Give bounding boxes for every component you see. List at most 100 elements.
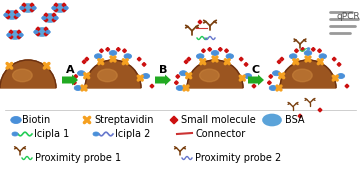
Polygon shape <box>9 30 13 34</box>
Polygon shape <box>62 3 66 7</box>
Polygon shape <box>198 20 202 24</box>
FancyArrow shape <box>248 74 264 85</box>
Polygon shape <box>17 35 21 39</box>
Ellipse shape <box>42 16 46 19</box>
Text: A: A <box>66 65 74 75</box>
Polygon shape <box>73 81 76 84</box>
Polygon shape <box>137 57 141 61</box>
Polygon shape <box>252 84 256 88</box>
Ellipse shape <box>11 116 21 123</box>
Ellipse shape <box>19 33 23 36</box>
Ellipse shape <box>12 132 18 136</box>
Polygon shape <box>201 49 205 53</box>
Polygon shape <box>22 3 26 7</box>
Ellipse shape <box>196 54 204 59</box>
Polygon shape <box>6 10 10 14</box>
Ellipse shape <box>263 115 281 125</box>
Polygon shape <box>301 47 305 51</box>
Polygon shape <box>17 30 21 34</box>
Polygon shape <box>106 47 110 51</box>
Ellipse shape <box>46 30 50 33</box>
Ellipse shape <box>307 48 310 50</box>
Polygon shape <box>184 60 188 64</box>
Polygon shape <box>280 57 284 61</box>
Polygon shape <box>74 75 78 78</box>
Ellipse shape <box>95 54 102 59</box>
Text: Streptavidin: Streptavidin <box>94 115 153 125</box>
Wedge shape <box>280 60 336 88</box>
Ellipse shape <box>35 28 49 36</box>
Ellipse shape <box>7 33 11 36</box>
Ellipse shape <box>32 6 36 9</box>
Polygon shape <box>318 108 322 112</box>
Polygon shape <box>208 47 212 51</box>
FancyArrow shape <box>155 74 171 85</box>
Ellipse shape <box>54 16 58 19</box>
Polygon shape <box>85 57 89 61</box>
Polygon shape <box>244 63 248 66</box>
Ellipse shape <box>78 71 85 76</box>
Ellipse shape <box>244 74 252 78</box>
Polygon shape <box>52 13 56 17</box>
Polygon shape <box>36 27 40 31</box>
Polygon shape <box>14 15 18 19</box>
Polygon shape <box>225 49 229 53</box>
Ellipse shape <box>226 54 234 59</box>
Ellipse shape <box>16 13 20 16</box>
Polygon shape <box>54 8 58 12</box>
Ellipse shape <box>93 132 99 136</box>
Polygon shape <box>337 63 341 66</box>
Polygon shape <box>62 8 66 12</box>
Polygon shape <box>123 49 126 53</box>
Ellipse shape <box>337 74 345 78</box>
Ellipse shape <box>5 11 19 19</box>
Ellipse shape <box>211 50 219 56</box>
Text: Proximity probe 2: Proximity probe 2 <box>195 153 281 163</box>
Ellipse shape <box>273 71 280 76</box>
Text: C: C <box>252 65 260 75</box>
Ellipse shape <box>74 85 82 91</box>
Polygon shape <box>6 15 10 19</box>
Ellipse shape <box>21 4 35 12</box>
Polygon shape <box>176 75 180 78</box>
Polygon shape <box>22 8 26 12</box>
Polygon shape <box>100 49 103 53</box>
Text: Proximity probe 1: Proximity probe 1 <box>35 153 121 163</box>
Polygon shape <box>277 60 281 64</box>
Ellipse shape <box>142 74 150 78</box>
Text: B: B <box>159 65 167 75</box>
Ellipse shape <box>293 69 312 82</box>
Polygon shape <box>36 32 40 36</box>
Ellipse shape <box>13 69 32 82</box>
Polygon shape <box>312 47 315 51</box>
Ellipse shape <box>176 85 184 91</box>
Ellipse shape <box>43 14 57 22</box>
FancyArrow shape <box>62 74 78 85</box>
Polygon shape <box>187 57 191 61</box>
Text: Biotin: Biotin <box>22 115 50 125</box>
Polygon shape <box>82 60 86 64</box>
Ellipse shape <box>4 13 8 16</box>
Polygon shape <box>298 114 302 118</box>
Polygon shape <box>52 18 56 22</box>
Polygon shape <box>30 3 34 7</box>
Polygon shape <box>295 49 298 53</box>
Polygon shape <box>269 75 273 78</box>
Ellipse shape <box>53 4 67 12</box>
Polygon shape <box>30 8 34 12</box>
Text: Icipla 1: Icipla 1 <box>34 129 69 139</box>
Polygon shape <box>54 3 58 7</box>
Ellipse shape <box>304 50 312 56</box>
Text: Connector: Connector <box>195 129 245 139</box>
Text: Small molecule: Small molecule <box>181 115 256 125</box>
Polygon shape <box>150 84 154 88</box>
Text: Icipla 2: Icipla 2 <box>115 129 151 139</box>
Text: BSA: BSA <box>285 115 304 125</box>
Polygon shape <box>44 27 48 31</box>
Ellipse shape <box>124 54 131 59</box>
Polygon shape <box>239 57 243 61</box>
Ellipse shape <box>34 30 38 33</box>
Ellipse shape <box>269 85 277 91</box>
Wedge shape <box>85 60 141 88</box>
Polygon shape <box>14 10 18 14</box>
